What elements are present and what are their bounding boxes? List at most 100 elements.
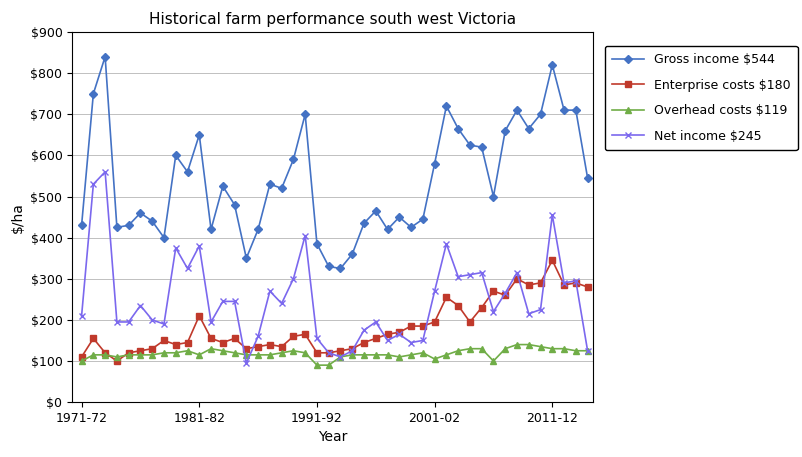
X-axis label: Year: Year xyxy=(318,430,347,445)
Net income $245 xyxy=(559,280,569,286)
Net income $245 xyxy=(218,299,228,304)
Gross income $544 xyxy=(536,112,545,117)
Overhead costs $119 xyxy=(148,352,157,357)
Overhead costs $119 xyxy=(488,358,498,364)
Net income $245 xyxy=(418,338,427,343)
Gross income $544 xyxy=(194,132,204,138)
Gross income $544 xyxy=(512,107,522,113)
Gross income $544 xyxy=(112,224,122,230)
Enterprise costs $180 xyxy=(512,276,522,282)
Overhead costs $119 xyxy=(88,352,98,357)
Line: Net income $245: Net income $245 xyxy=(78,168,591,367)
Enterprise costs $180 xyxy=(277,344,286,349)
Overhead costs $119 xyxy=(112,354,122,360)
Overhead costs $119 xyxy=(77,358,87,364)
Enterprise costs $180 xyxy=(148,346,157,351)
Net income $245 xyxy=(512,270,522,275)
Gross income $544 xyxy=(453,126,463,132)
Enterprise costs $180 xyxy=(324,350,334,356)
Overhead costs $119 xyxy=(571,348,581,354)
Net income $245 xyxy=(442,241,452,247)
Enterprise costs $180 xyxy=(312,350,322,356)
Overhead costs $119 xyxy=(347,352,357,357)
Overhead costs $119 xyxy=(124,352,133,357)
Overhead costs $119 xyxy=(418,350,427,356)
Gross income $544 xyxy=(477,144,487,150)
Overhead costs $119 xyxy=(453,348,463,354)
Overhead costs $119 xyxy=(512,342,522,347)
Gross income $544 xyxy=(407,224,416,230)
Overhead costs $119 xyxy=(206,346,216,351)
Gross income $544 xyxy=(371,208,381,213)
Enterprise costs $180 xyxy=(524,282,533,288)
Overhead costs $119 xyxy=(183,348,192,354)
Net income $245 xyxy=(100,169,110,175)
Gross income $544 xyxy=(559,107,569,113)
Enterprise costs $180 xyxy=(229,335,239,341)
Gross income $544 xyxy=(336,266,346,271)
Enterprise costs $180 xyxy=(442,294,452,300)
Overhead costs $119 xyxy=(383,352,392,357)
Overhead costs $119 xyxy=(218,348,228,354)
Overhead costs $119 xyxy=(159,350,168,356)
Net income $245 xyxy=(500,291,510,296)
Enterprise costs $180 xyxy=(171,342,180,347)
Gross income $544 xyxy=(359,220,369,226)
Net income $245 xyxy=(371,319,381,324)
Overhead costs $119 xyxy=(371,352,381,357)
Enterprise costs $180 xyxy=(418,324,427,329)
Gross income $544 xyxy=(277,186,286,191)
Gross income $544 xyxy=(442,103,452,109)
Enterprise costs $180 xyxy=(265,342,275,347)
Net income $245 xyxy=(159,321,168,327)
Overhead costs $119 xyxy=(194,352,204,357)
Gross income $544 xyxy=(253,227,263,232)
Net income $245 xyxy=(477,270,487,275)
Gross income $544 xyxy=(430,161,439,166)
Net income $245 xyxy=(183,266,192,271)
Overhead costs $119 xyxy=(500,346,510,351)
Overhead costs $119 xyxy=(395,354,404,360)
Gross income $544 xyxy=(77,223,87,228)
Enterprise costs $180 xyxy=(477,305,487,310)
Overhead costs $119 xyxy=(136,352,145,357)
Enterprise costs $180 xyxy=(536,280,545,286)
Net income $245 xyxy=(88,181,98,187)
Overhead costs $119 xyxy=(265,352,275,357)
Enterprise costs $180 xyxy=(218,340,228,345)
Net income $245 xyxy=(383,338,392,343)
Enterprise costs $180 xyxy=(159,338,168,343)
Enterprise costs $180 xyxy=(206,335,216,341)
Gross income $544 xyxy=(183,169,192,175)
Enterprise costs $180 xyxy=(336,348,346,354)
Overhead costs $119 xyxy=(524,342,533,347)
Line: Enterprise costs $180: Enterprise costs $180 xyxy=(79,257,590,364)
Net income $245 xyxy=(77,313,87,319)
Net income $245 xyxy=(194,243,204,249)
Enterprise costs $180 xyxy=(136,348,145,354)
Overhead costs $119 xyxy=(583,348,593,354)
Overhead costs $119 xyxy=(253,352,263,357)
Gross income $544 xyxy=(241,255,251,261)
Gross income $544 xyxy=(383,227,392,232)
Enterprise costs $180 xyxy=(383,332,392,337)
Net income $245 xyxy=(136,303,145,308)
Gross income $544 xyxy=(229,202,239,207)
Enterprise costs $180 xyxy=(395,329,404,335)
Net income $245 xyxy=(430,288,439,294)
Net income $245 xyxy=(253,334,263,339)
Gross income $544 xyxy=(500,128,510,133)
Net income $245 xyxy=(395,332,404,337)
Overhead costs $119 xyxy=(324,362,334,368)
Net income $245 xyxy=(336,354,346,360)
Enterprise costs $180 xyxy=(500,292,510,298)
Enterprise costs $180 xyxy=(183,340,192,345)
Gross income $544 xyxy=(265,181,275,187)
Overhead costs $119 xyxy=(289,348,298,354)
Overhead costs $119 xyxy=(536,344,545,349)
Net income $245 xyxy=(571,278,581,283)
Enterprise costs $180 xyxy=(583,284,593,290)
Gross income $544 xyxy=(136,210,145,216)
Overhead costs $119 xyxy=(171,350,180,356)
Enterprise costs $180 xyxy=(407,324,416,329)
